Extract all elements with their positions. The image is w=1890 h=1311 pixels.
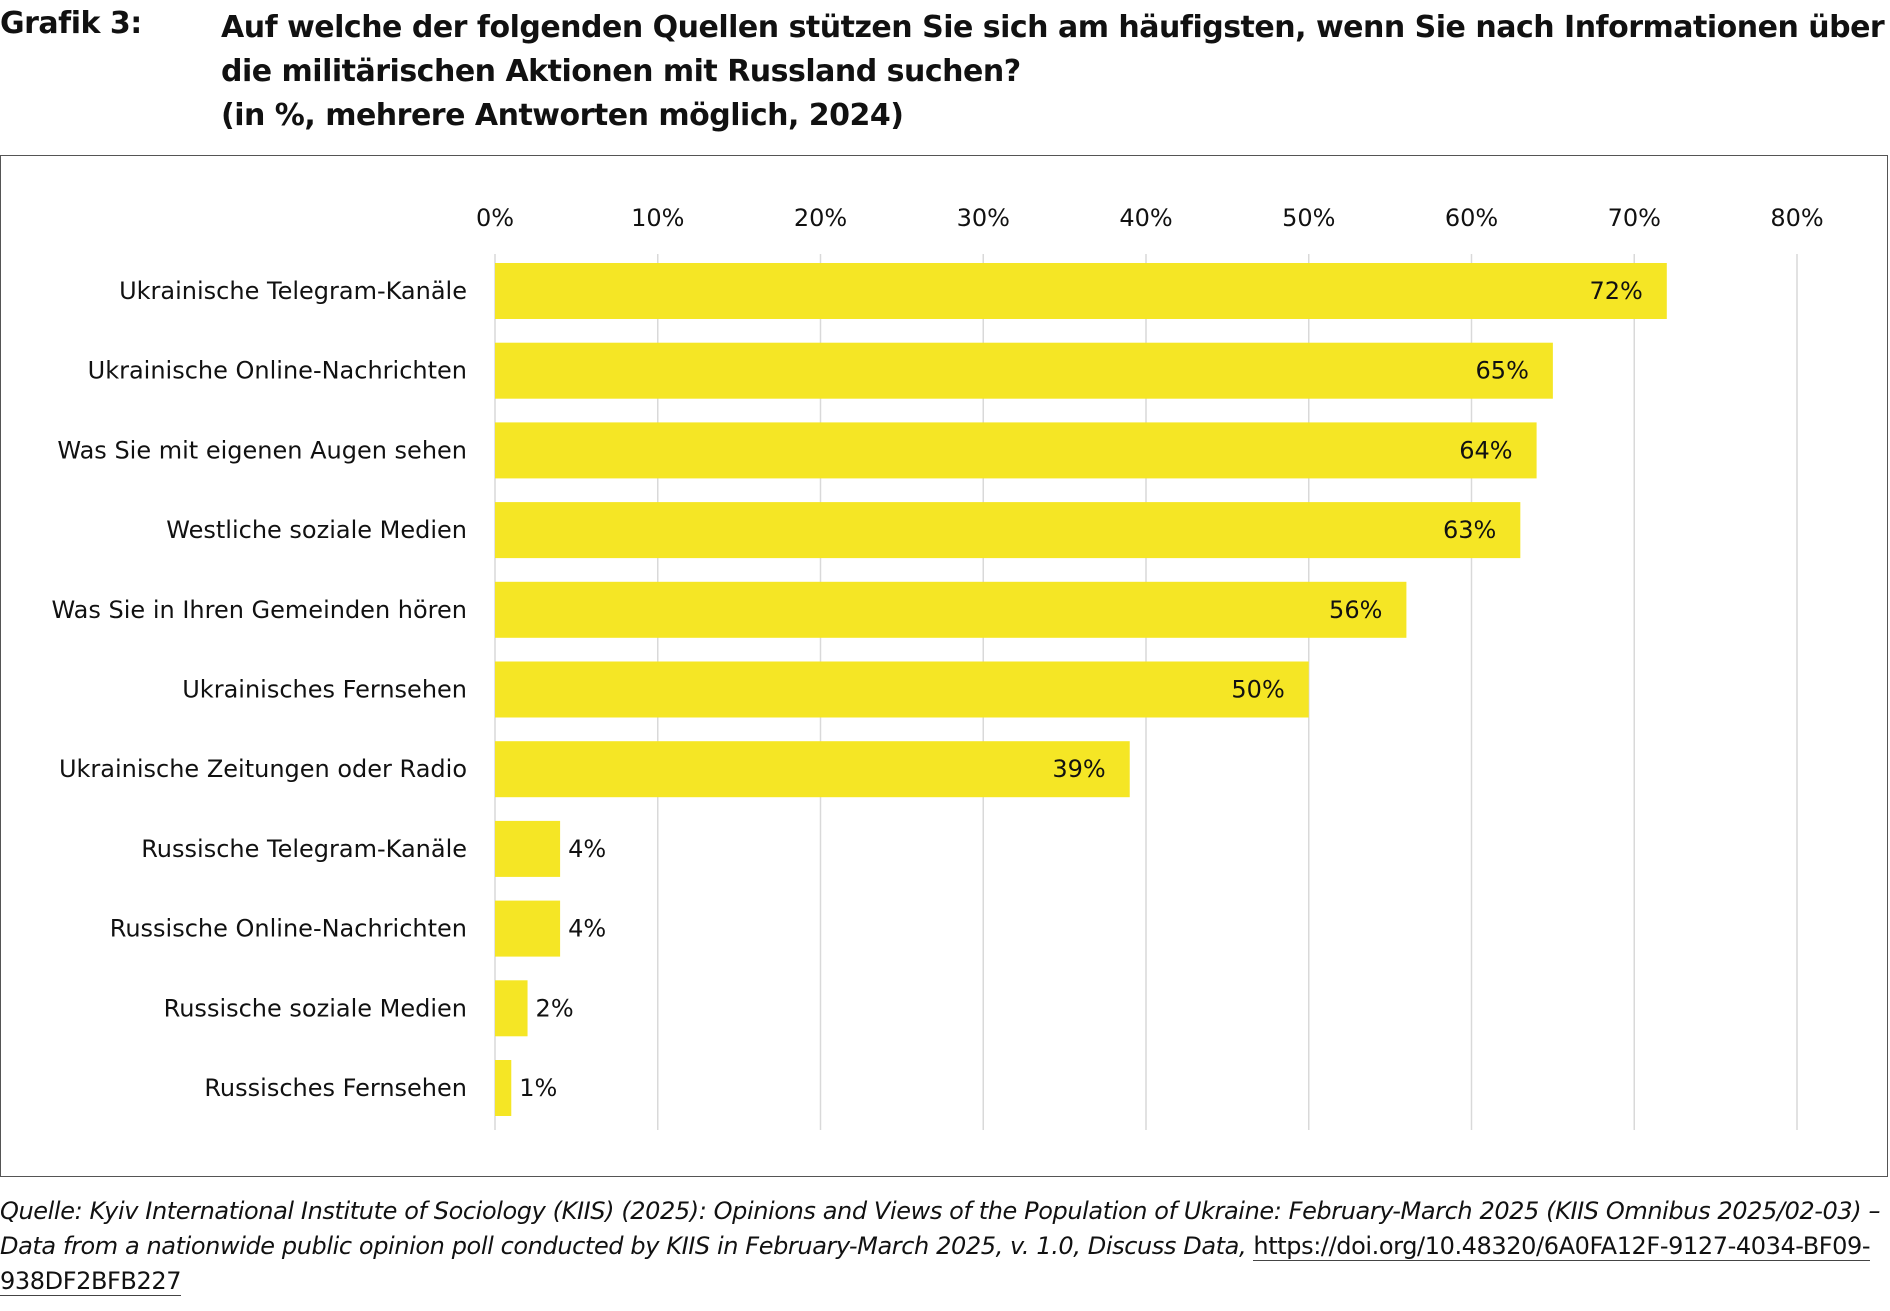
category-label: Russisches Fernsehen [204,1074,467,1102]
bar [495,581,1407,638]
bar-chart: 0% 10% 20% 30% 40% 50% 60% 70% 80% Ukrainische Te… [51,204,1824,1130]
bar [495,820,561,877]
source-doi-link[interactable]: https://doi.org/10.48320/6A0FA12F-9127-4… [0,1232,1871,1296]
bar [495,900,561,957]
value-label: 2% [536,994,574,1022]
value-label: 63% [1443,516,1496,544]
category-label: Ukrainische Zeitungen oder Radio [59,755,467,783]
figure-title: Auf welche der folgenden Quellen stützen… [221,6,1885,138]
x-tick-label: 80% [1770,204,1823,232]
bar [495,263,1667,319]
source-text: Quelle: Kyiv International Institute of … [0,1197,1881,1260]
value-label: 4% [568,915,606,943]
x-tick-label: 30% [957,204,1010,232]
value-label: 50% [1231,676,1284,704]
value-label: 56% [1329,596,1382,624]
figure-label: Grafik 3: [0,6,142,41]
figure-title-line-2: die militärischen Aktionen mit Russland … [221,54,1021,89]
value-label: 65% [1476,357,1529,385]
x-tick-label: 0% [476,204,514,232]
category-label: Russische Telegram-Kanäle [141,835,467,863]
bar [495,422,1537,479]
value-label: 39% [1052,755,1105,783]
value-label: 1% [519,1074,557,1102]
value-label: 72% [1589,277,1642,305]
value-label: 64% [1459,436,1512,464]
category-label: Was Sie in Ihren Gemeinden hören [51,596,467,624]
x-tick-label: 40% [1119,204,1172,232]
figure-title-line-1: Auf welche der folgenden Quellen stützen… [221,10,1885,45]
x-tick-label: 10% [631,204,684,232]
category-label: Russische Online-Nachrichten [110,915,467,943]
category-label: Ukrainische Online-Nachrichten [88,357,467,385]
bar [495,980,528,1037]
category-label: Westliche soziale Medien [166,516,467,544]
figure-title-line-3: (in %, mehrere Antworten möglich, 2024) [221,98,904,133]
x-tick-label: 50% [1282,204,1335,232]
category-label: Was Sie mit eigenen Augen sehen [57,436,467,464]
x-tick-label: 60% [1445,204,1498,232]
bar [495,342,1553,399]
bar [495,1060,512,1116]
category-label: Ukrainisches Fernsehen [182,676,467,704]
bar [495,661,1309,718]
category-label: Ukrainische Telegram-Kanäle [119,277,467,305]
x-tick-label: 70% [1608,204,1661,232]
category-label: Russische soziale Medien [164,994,467,1022]
bar [495,502,1521,559]
bar [495,741,1130,798]
x-tick-label: 20% [794,204,847,232]
source-note: Quelle: Kyiv International Institute of … [0,1194,1890,1299]
value-label: 4% [568,835,606,863]
chart-frame: 0% 10% 20% 30% 40% 50% 60% 70% 80% Ukrainische Te… [0,155,1888,1177]
